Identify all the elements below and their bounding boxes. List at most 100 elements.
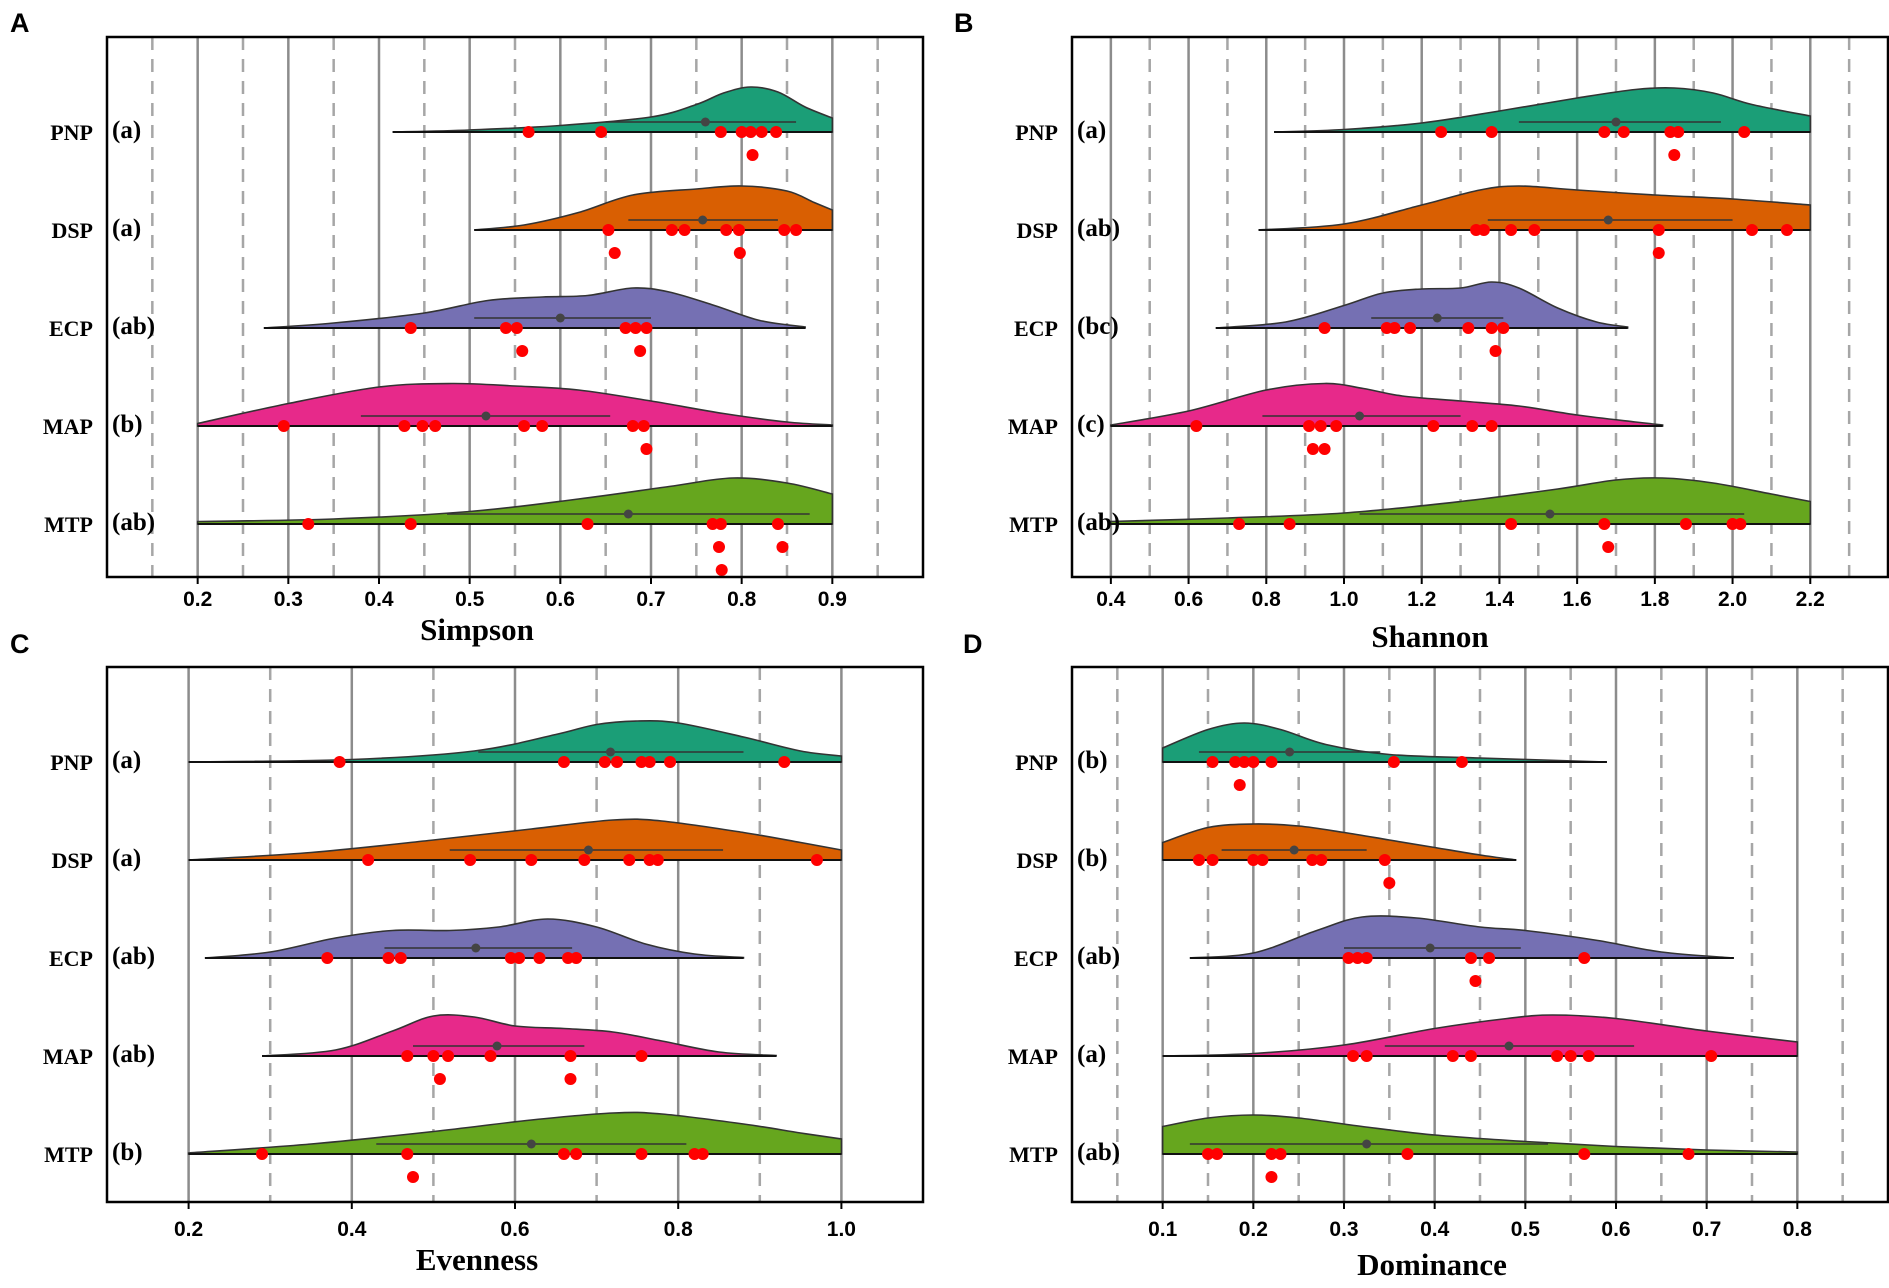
data-point bbox=[1351, 952, 1364, 964]
group-dsp: DSP (ab) bbox=[1016, 185, 1812, 259]
data-point bbox=[1388, 322, 1401, 334]
data-point bbox=[1705, 1050, 1718, 1062]
data-point bbox=[1256, 854, 1269, 866]
data-point bbox=[564, 1073, 577, 1085]
plot-frame bbox=[1070, 35, 1889, 579]
data-point bbox=[714, 518, 727, 530]
group-ecp: ECP (ab) bbox=[49, 287, 806, 357]
data-point bbox=[1318, 443, 1331, 455]
x-tick-label: 0.3 bbox=[274, 588, 303, 611]
data-point bbox=[1505, 518, 1518, 530]
group-label: MAP bbox=[43, 414, 93, 439]
density-cloud bbox=[1162, 1014, 1799, 1057]
data-point bbox=[1462, 322, 1475, 334]
significance-letter: (ab) bbox=[112, 313, 155, 340]
data-point bbox=[744, 126, 757, 138]
x-tick-label: 1.4 bbox=[1485, 588, 1515, 611]
data-point bbox=[1206, 756, 1219, 768]
group-map: MAP (a) bbox=[1008, 1014, 1799, 1069]
data-point bbox=[810, 854, 823, 866]
data-point bbox=[1318, 322, 1331, 334]
density-cloud bbox=[196, 477, 834, 525]
data-point bbox=[429, 420, 442, 432]
density-cloud bbox=[204, 918, 745, 959]
data-point bbox=[665, 224, 678, 236]
data-point bbox=[484, 1050, 497, 1062]
data-point bbox=[522, 126, 535, 138]
x-tick-label: 2.0 bbox=[1718, 588, 1747, 611]
density-cloud bbox=[261, 1014, 777, 1057]
mean-point bbox=[1285, 747, 1295, 757]
density-cloud bbox=[474, 185, 834, 231]
data-point bbox=[1306, 443, 1319, 455]
data-point bbox=[533, 952, 546, 964]
mean-point bbox=[1504, 1041, 1514, 1051]
mean-point bbox=[492, 1041, 502, 1051]
data-point bbox=[570, 1148, 583, 1160]
data-point bbox=[1746, 224, 1758, 236]
mean-point bbox=[1362, 1139, 1372, 1149]
data-point bbox=[499, 322, 512, 334]
data-point bbox=[1306, 854, 1319, 866]
data-point bbox=[619, 322, 632, 334]
significance-letter: (ab) bbox=[112, 943, 155, 970]
data-point bbox=[623, 854, 636, 866]
significance-letter: (a) bbox=[112, 215, 141, 242]
group-label: ECP bbox=[49, 946, 93, 971]
data-point bbox=[1582, 1050, 1595, 1062]
data-point bbox=[640, 322, 653, 334]
data-point bbox=[1668, 149, 1681, 161]
data-point bbox=[598, 756, 611, 768]
density-cloud bbox=[1110, 477, 1812, 525]
data-point bbox=[602, 224, 615, 236]
significance-letter: (a) bbox=[112, 747, 141, 774]
data-point bbox=[1383, 877, 1396, 889]
group-pnp: PNP (b) bbox=[1015, 722, 1607, 791]
significance-letter: (a) bbox=[1077, 1041, 1106, 1068]
mean-point bbox=[526, 1139, 536, 1149]
panel-D: D 0.1 0.2 0.3 0.4 0.5 0.6 0.7 0.8 PNP (b) DSP (b) ECP… bbox=[963, 629, 1889, 1282]
group-mtp: MTP (ab) bbox=[1009, 477, 1812, 553]
data-point bbox=[1283, 518, 1296, 530]
data-point bbox=[510, 322, 523, 334]
mean-point bbox=[1355, 411, 1365, 421]
group-label: ECP bbox=[49, 316, 93, 341]
significance-letter: (b) bbox=[112, 411, 143, 438]
data-point bbox=[570, 952, 583, 964]
data-point bbox=[302, 518, 315, 530]
data-point bbox=[635, 1148, 648, 1160]
data-point bbox=[513, 952, 526, 964]
data-point bbox=[1265, 756, 1278, 768]
data-point bbox=[518, 420, 531, 432]
data-point bbox=[1617, 126, 1630, 138]
data-point bbox=[433, 1073, 446, 1085]
group-mtp: MTP (b) bbox=[44, 1111, 843, 1183]
x-tick-label: 0.7 bbox=[1692, 1218, 1721, 1241]
data-point bbox=[664, 756, 677, 768]
data-point bbox=[564, 1050, 577, 1062]
x-tick-label: 0.6 bbox=[500, 1218, 529, 1241]
mean-point bbox=[1603, 215, 1613, 225]
data-point bbox=[516, 345, 529, 357]
data-point bbox=[1378, 854, 1391, 866]
x-tick-label: 0.8 bbox=[664, 1218, 694, 1241]
plot-frame bbox=[105, 35, 925, 579]
data-point bbox=[1387, 756, 1400, 768]
mean-point bbox=[1432, 313, 1442, 323]
mean-point bbox=[1611, 117, 1621, 127]
group-label: ECP bbox=[1014, 316, 1058, 341]
significance-letter: (ab) bbox=[112, 509, 155, 536]
panel-letter: A bbox=[10, 8, 30, 38]
mean-point bbox=[605, 747, 615, 757]
data-point bbox=[1401, 1148, 1414, 1160]
data-point bbox=[640, 443, 653, 455]
data-point bbox=[635, 1050, 648, 1062]
data-point bbox=[1238, 756, 1251, 768]
data-point bbox=[1485, 126, 1498, 138]
data-point bbox=[1485, 322, 1498, 334]
x-axis-title: Evenness bbox=[416, 1242, 538, 1277]
data-point bbox=[333, 756, 346, 768]
group-label: PNP bbox=[1015, 750, 1058, 775]
data-point bbox=[1497, 322, 1510, 334]
x-tick-label: 0.4 bbox=[364, 588, 394, 611]
